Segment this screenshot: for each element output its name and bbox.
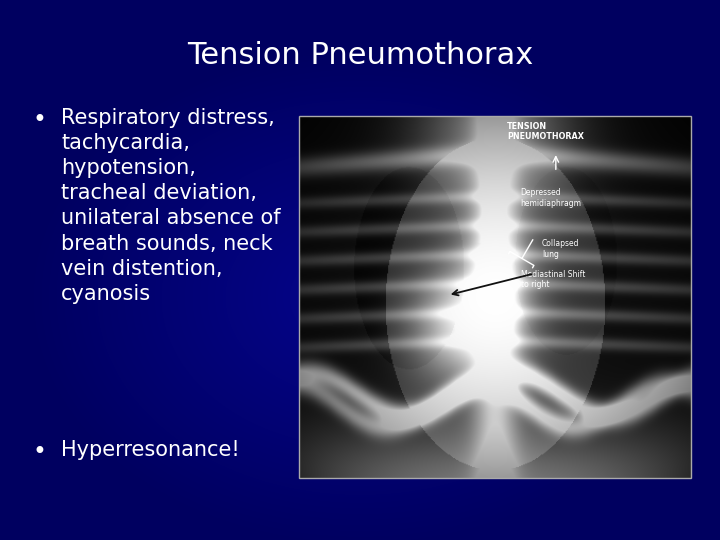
Text: Tension Pneumothorax: Tension Pneumothorax: [187, 40, 533, 70]
Text: TENSION
PNEUMOTHORAX: TENSION PNEUMOTHORAX: [507, 122, 584, 141]
Text: Hyperresonance!: Hyperresonance!: [61, 440, 240, 460]
Text: •: •: [32, 440, 46, 464]
Text: Depressed
hemidiaphragm: Depressed hemidiaphragm: [521, 188, 582, 208]
Text: •: •: [32, 108, 46, 132]
Text: Collapsed
lung: Collapsed lung: [542, 239, 580, 259]
Text: Mediastinal Shift
to right: Mediastinal Shift to right: [521, 270, 585, 289]
Text: Respiratory distress,
tachycardia,
hypotension,
tracheal deviation,
unilateral a: Respiratory distress, tachycardia, hypot…: [61, 108, 281, 304]
